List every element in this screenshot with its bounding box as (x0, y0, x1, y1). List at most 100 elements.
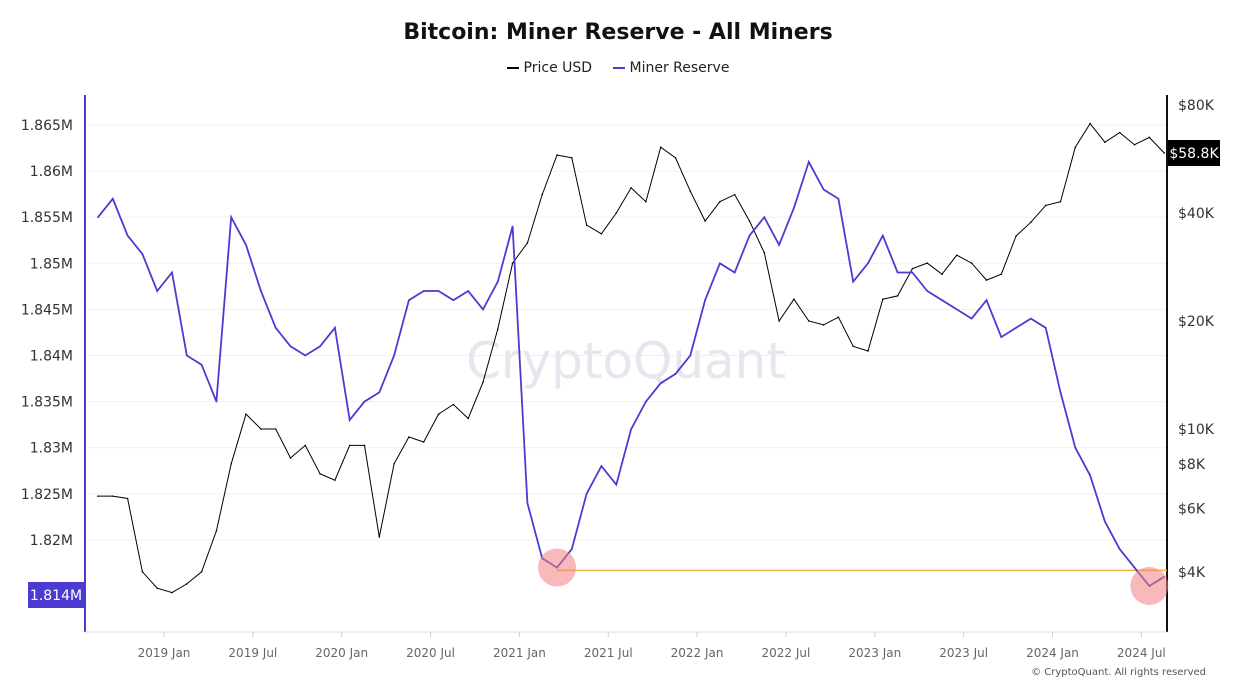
data-point (230, 462, 233, 465)
data-point (778, 244, 780, 246)
data-point (600, 465, 603, 467)
data-point (659, 146, 662, 149)
data-point (97, 495, 99, 497)
data-point (674, 157, 677, 159)
data-point (689, 190, 692, 193)
data-point (363, 444, 366, 447)
data-point (393, 354, 395, 357)
data-point (807, 161, 810, 163)
data-point (482, 381, 484, 384)
x-tick-label: 2024 Jul (1117, 646, 1166, 660)
data-point (467, 417, 469, 420)
data-point (719, 262, 721, 265)
legend-item-price[interactable]: Price USD (506, 60, 593, 76)
data-point (571, 157, 573, 159)
left-tick-label: 1.845M (21, 302, 73, 318)
data-point (689, 354, 692, 357)
left-tick-label: 1.855M (21, 210, 73, 226)
data-point (911, 267, 914, 270)
data-point (763, 216, 766, 218)
data-point (126, 234, 129, 237)
data-point (363, 400, 366, 403)
data-point (526, 502, 529, 504)
data-point (1163, 152, 1165, 154)
data-point (852, 280, 854, 283)
left-tick-label: 1.84M (30, 349, 73, 365)
data-point (793, 207, 795, 209)
data-point (630, 428, 632, 431)
data-point (882, 234, 884, 237)
data-point (793, 298, 795, 301)
current-price-label: $58.8K (1169, 146, 1219, 162)
right-tick-label: $80K (1178, 98, 1215, 114)
legend: Price USD Miner Reserve (0, 60, 1236, 76)
data-point (704, 220, 706, 222)
data-point (200, 363, 203, 366)
x-tick-label: 2022 Jan (671, 646, 724, 660)
data-point (896, 271, 899, 274)
data-point (437, 413, 440, 415)
right-tick-label: $40K (1178, 206, 1215, 222)
data-point (1030, 221, 1032, 224)
data-point (126, 497, 129, 500)
left-tick-label: 1.82M (30, 533, 73, 549)
data-point (1059, 200, 1062, 203)
data-point (304, 444, 307, 447)
data-point (837, 316, 840, 318)
data-point (156, 290, 158, 292)
legend-item-miner-reserve[interactable]: Miner Reserve (612, 60, 730, 76)
data-point (452, 403, 455, 406)
data-point (348, 444, 351, 447)
legend-label: Price USD (523, 60, 593, 76)
data-point (111, 495, 114, 497)
data-point (171, 271, 173, 274)
data-point (1044, 204, 1047, 207)
data-point (1015, 235, 1017, 237)
data-point (408, 436, 410, 438)
data-point (230, 216, 233, 218)
data-point (585, 493, 588, 495)
data-point (956, 308, 958, 311)
data-point (600, 233, 603, 235)
data-point (408, 299, 410, 301)
data-point (1104, 141, 1106, 144)
data-point (378, 391, 381, 394)
data-point (748, 220, 751, 222)
right-tick-label: $10K (1178, 422, 1215, 438)
x-tick-label: 2021 Jan (493, 646, 546, 660)
x-tick-label: 2020 Jan (315, 646, 368, 660)
data-point (260, 290, 262, 292)
x-tick-label: 2019 Jul (228, 646, 277, 660)
data-point (141, 570, 144, 573)
data-point (659, 382, 662, 384)
data-point (334, 327, 336, 329)
data-point (807, 320, 810, 322)
data-point (348, 419, 351, 421)
data-point (1000, 273, 1003, 276)
x-tick-label: 2022 Jul (762, 646, 811, 660)
data-point (289, 457, 292, 459)
left-tick-label: 1.835M (21, 395, 73, 411)
legend-label: Miner Reserve (629, 60, 730, 76)
data-point (200, 570, 203, 573)
data-point (156, 587, 158, 589)
x-tick-label: 2023 Jan (848, 646, 901, 660)
left-tick-label: 1.83M (30, 441, 73, 457)
data-point (822, 188, 825, 191)
data-point (245, 244, 247, 246)
data-point (748, 234, 751, 237)
right-tick-label: $8K (1178, 457, 1206, 473)
data-point (482, 308, 484, 311)
right-tick-label: $4K (1178, 565, 1206, 581)
right-tick-label: $20K (1178, 314, 1215, 330)
x-tick-label: 2024 Jan (1026, 646, 1079, 660)
data-point (422, 441, 425, 443)
data-point (526, 242, 529, 244)
data-point (97, 216, 99, 218)
highlight-circle (1130, 567, 1169, 605)
data-point (274, 428, 277, 430)
left-tick-label: 1.86M (30, 164, 73, 180)
data-point (1089, 122, 1091, 125)
data-point (1059, 391, 1062, 394)
